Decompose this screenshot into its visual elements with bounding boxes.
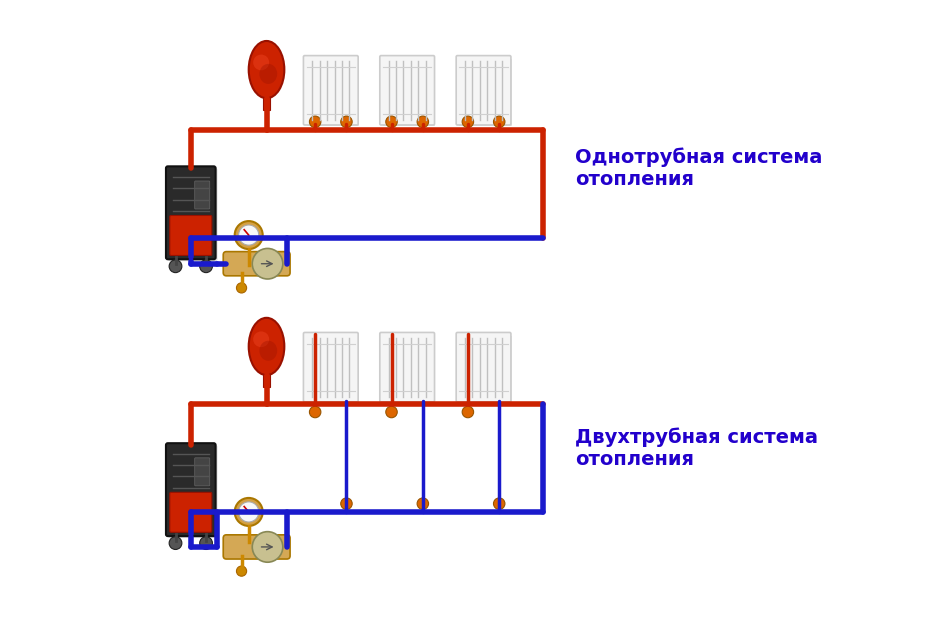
Ellipse shape: [248, 318, 284, 375]
Circle shape: [386, 116, 397, 128]
FancyBboxPatch shape: [306, 59, 359, 126]
Circle shape: [200, 537, 212, 550]
Circle shape: [238, 502, 259, 522]
Circle shape: [341, 498, 352, 509]
FancyBboxPatch shape: [194, 181, 210, 209]
Circle shape: [493, 116, 505, 128]
Text: Однотрубная система
отопления: Однотрубная система отопления: [575, 148, 823, 189]
FancyBboxPatch shape: [456, 333, 511, 402]
FancyBboxPatch shape: [166, 443, 216, 536]
Circle shape: [462, 406, 474, 418]
Circle shape: [169, 537, 182, 550]
FancyBboxPatch shape: [306, 336, 359, 403]
Circle shape: [341, 116, 352, 128]
FancyBboxPatch shape: [223, 535, 290, 559]
Circle shape: [493, 498, 505, 509]
FancyBboxPatch shape: [223, 252, 290, 276]
Ellipse shape: [260, 64, 277, 84]
Bar: [262, 374, 270, 386]
FancyBboxPatch shape: [383, 336, 435, 403]
Circle shape: [309, 406, 321, 418]
Circle shape: [417, 498, 429, 509]
Circle shape: [200, 260, 212, 273]
Ellipse shape: [253, 331, 269, 347]
FancyBboxPatch shape: [170, 492, 212, 532]
Text: Двухтрубная система
отопления: Двухтрубная система отопления: [575, 428, 818, 469]
Circle shape: [309, 116, 321, 128]
FancyBboxPatch shape: [380, 56, 434, 125]
Circle shape: [234, 221, 262, 249]
Circle shape: [169, 260, 182, 273]
FancyBboxPatch shape: [380, 333, 434, 402]
Circle shape: [238, 225, 259, 245]
Circle shape: [236, 566, 247, 577]
Circle shape: [234, 498, 262, 526]
Bar: [262, 97, 270, 110]
Circle shape: [462, 116, 474, 128]
Ellipse shape: [260, 341, 277, 361]
FancyBboxPatch shape: [460, 336, 512, 403]
Circle shape: [252, 248, 283, 279]
Circle shape: [236, 283, 247, 293]
FancyBboxPatch shape: [170, 216, 212, 256]
Ellipse shape: [248, 41, 284, 98]
FancyBboxPatch shape: [168, 168, 218, 261]
FancyBboxPatch shape: [168, 445, 218, 538]
FancyBboxPatch shape: [460, 59, 512, 126]
FancyBboxPatch shape: [194, 458, 210, 486]
Ellipse shape: [253, 55, 269, 71]
FancyBboxPatch shape: [383, 59, 435, 126]
FancyBboxPatch shape: [456, 56, 511, 125]
Circle shape: [417, 116, 429, 128]
FancyBboxPatch shape: [304, 56, 358, 125]
Circle shape: [386, 406, 397, 418]
FancyBboxPatch shape: [166, 166, 216, 259]
FancyBboxPatch shape: [304, 333, 358, 402]
Circle shape: [252, 532, 283, 562]
